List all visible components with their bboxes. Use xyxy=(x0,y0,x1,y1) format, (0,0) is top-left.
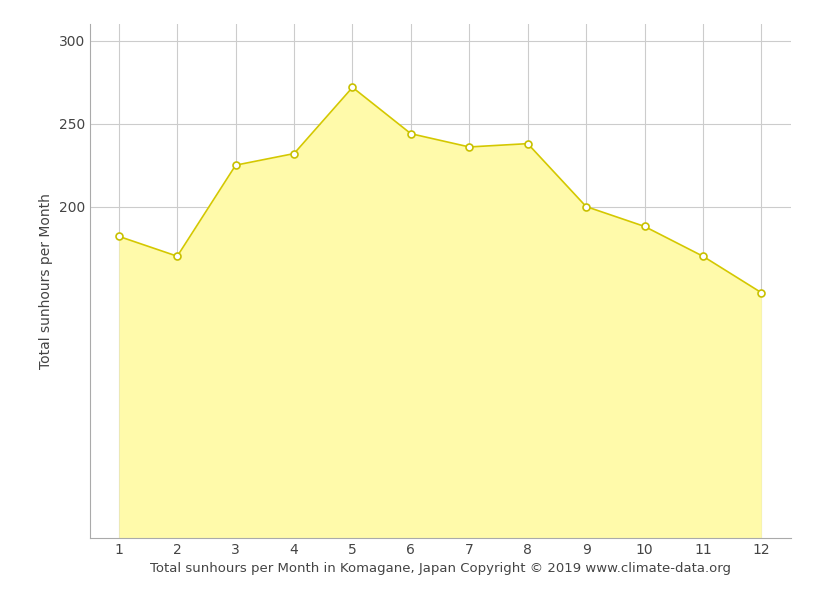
Y-axis label: Total sunhours per Month: Total sunhours per Month xyxy=(39,193,53,369)
X-axis label: Total sunhours per Month in Komagane, Japan Copyright © 2019 www.climate-data.or: Total sunhours per Month in Komagane, Ja… xyxy=(150,562,730,575)
